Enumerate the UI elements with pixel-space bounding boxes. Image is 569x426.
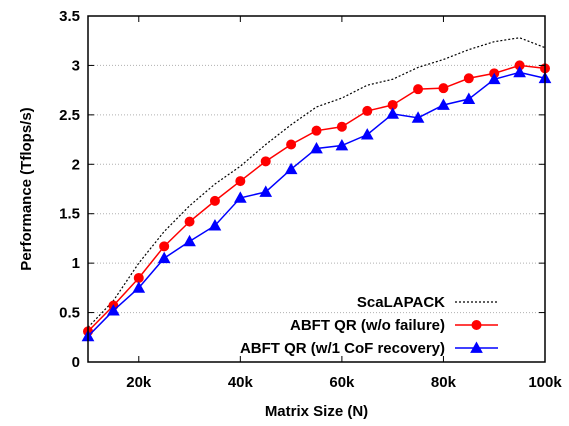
x-tick-label: 40k [228,374,254,391]
data-point [513,65,526,78]
axis-ticks: 0 0.5 1 1.5 2 2.5 3 3.5 20k 40k 60k 80k 100k [59,8,562,391]
y-tick-label: 2 [72,156,80,173]
data-point [463,73,474,84]
data-point [360,128,374,140]
data-point [413,84,424,95]
y-tick-label: 1 [72,255,80,272]
series-line [87,71,546,337]
x-tick-label: 60k [329,374,355,391]
legend-marker [471,320,482,330]
y-tick-label: 1.5 [59,206,80,223]
data-point [311,125,322,136]
y-tick-label: 3.5 [59,8,80,25]
data-point [157,251,171,264]
data-point [208,219,222,231]
data-point [184,216,195,227]
data-point [310,141,323,154]
data-point [411,111,425,123]
series-3 [81,65,552,342]
data-point [260,156,271,167]
series-2 [83,60,550,337]
data-point [437,98,450,110]
legend-label: ABFT QR (w/o failure) [290,317,445,334]
legend-label: ABFT QR (w/1 CoF recovery) [240,340,445,357]
data-point [233,191,247,203]
x-tick-label: 20k [126,374,152,391]
data-point [336,121,347,132]
plot-frame [87,15,546,363]
x-tick-label: 100k [528,374,562,391]
data-point [335,138,349,151]
y-axis-label: Performance (Tflops/s) [18,107,35,270]
data-point [159,241,170,252]
legend: ScaLAPACK ABFT QR (w/o failure) ABFT QR (w… [240,294,498,357]
data-point [132,281,146,293]
y-tick-label: 0 [72,354,80,371]
data-point [284,162,298,175]
data-point [107,304,120,316]
series-layer [81,37,552,342]
data-point [462,92,476,104]
legend-label: ScaLAPACK [357,294,445,311]
series-1 [87,37,546,328]
grid-lines [88,64,545,314]
data-point [133,272,144,283]
data-point [487,72,501,85]
data-point [259,185,273,197]
series-line [87,64,546,332]
y-tick-label: 2.5 [59,107,80,124]
x-tick-label: 80k [431,374,457,391]
y-tick-label: 3 [72,57,80,74]
data-point [286,139,297,150]
x-axis-label: Matrix Size (N) [265,403,368,420]
data-point [362,105,373,116]
data-point [438,83,449,94]
data-point [209,195,220,206]
y-tick-label: 0.5 [59,305,80,322]
data-point [235,176,246,187]
legend-marker [470,341,483,353]
data-point [183,234,196,247]
data-point [386,107,400,119]
series-line [87,37,546,328]
